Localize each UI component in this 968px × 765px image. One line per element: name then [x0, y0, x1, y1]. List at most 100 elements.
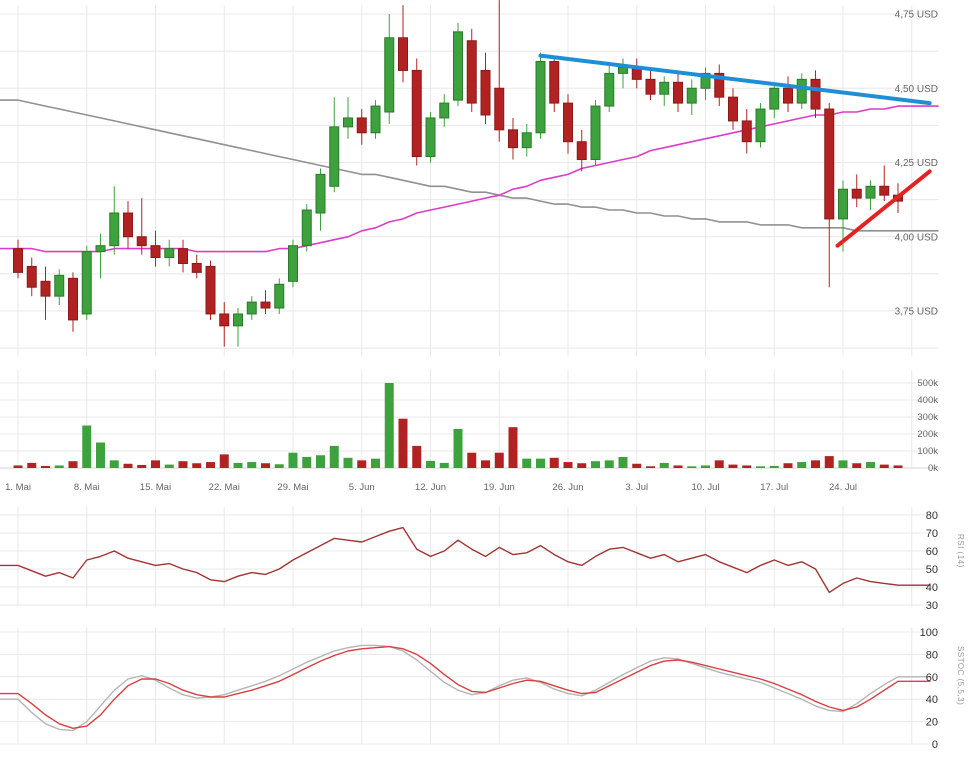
- candle-body: [728, 96, 738, 122]
- volume-bar: [302, 456, 312, 468]
- volume-tick-label: 500k: [917, 378, 938, 389]
- candle-body: [411, 69, 422, 158]
- candle-body: [535, 61, 546, 134]
- candle-body: [288, 245, 298, 282]
- date-label: 26. Jun: [552, 482, 583, 493]
- rsi-line: [0, 526, 931, 594]
- volume-bar: [41, 465, 50, 468]
- price-tick-label: 4,00 USD: [895, 232, 938, 243]
- volume-bar: [701, 465, 710, 468]
- volume-bar: [68, 461, 78, 468]
- volume-bar: [797, 462, 807, 468]
- volume-bar: [261, 463, 270, 468]
- volume-bar: [577, 463, 587, 468]
- candle-body: [714, 72, 725, 98]
- candle-body: [783, 87, 793, 104]
- candle-body: [274, 283, 285, 309]
- volume-tick-label: 200k: [917, 429, 938, 440]
- rsi-tick-label: 60: [926, 546, 938, 558]
- candle-body: [769, 87, 780, 110]
- candle-body: [54, 274, 65, 297]
- price-tick-label: 4,25 USD: [895, 158, 938, 169]
- candle-body: [260, 301, 271, 309]
- volume-bar: [206, 462, 215, 468]
- volume-bar: [714, 460, 724, 468]
- volume-bar: [109, 460, 119, 468]
- candle-body: [109, 212, 120, 247]
- volume-bar: [357, 460, 367, 468]
- stoch-slow-d-line: [0, 645, 931, 729]
- candle-body: [824, 108, 835, 220]
- candle-body: [425, 117, 436, 158]
- date-label: 10. Jul: [692, 482, 720, 493]
- volume-bar: [288, 452, 298, 468]
- rsi-tick-label: 50: [926, 564, 938, 576]
- volume-bar: [783, 463, 793, 468]
- date-label: 22. Mai: [209, 482, 240, 493]
- rsi-tick-label: 70: [926, 528, 938, 540]
- volume-bar: [371, 458, 380, 468]
- volume-bar: [316, 455, 325, 468]
- candle-body: [865, 185, 876, 199]
- volume-bar: [632, 463, 642, 468]
- candle-body: [315, 173, 326, 214]
- volume-bar: [618, 456, 628, 468]
- volume-bar: [673, 465, 683, 468]
- date-label: 3. Jul: [625, 482, 648, 493]
- volume-bar: [659, 462, 669, 468]
- volume-bar: [384, 383, 394, 468]
- stoch-axis-title: SSTOC (5,5,3): [956, 646, 965, 706]
- stoch-tick-label: 60: [926, 672, 938, 684]
- candle-body: [95, 245, 106, 253]
- candle-body: [521, 132, 532, 149]
- volume-bar: [536, 458, 545, 468]
- stoch-tick-label: 40: [926, 694, 938, 706]
- volume-bar: [329, 445, 339, 468]
- price-tick-label: 4,50 USD: [895, 84, 938, 95]
- volume-tick-label: 400k: [917, 395, 938, 406]
- trendline-resistance: [538, 53, 932, 106]
- volume-bar: [398, 418, 408, 468]
- candle-body: [233, 313, 243, 327]
- volume-bar: [604, 460, 614, 468]
- date-label: 24. Jul: [829, 482, 857, 493]
- rsi-axis-title: RSI (14): [956, 534, 965, 568]
- volume-bar: [852, 463, 862, 468]
- volume-bar: [563, 462, 573, 468]
- volume-bar: [728, 464, 738, 468]
- stoch-slow-k-line: [0, 644, 931, 732]
- volume-bar: [646, 466, 655, 468]
- candle-body: [439, 102, 450, 119]
- candle-body: [686, 87, 697, 104]
- volume-bar: [96, 442, 105, 468]
- volume-bar: [549, 457, 559, 468]
- volume-bar: [481, 460, 490, 468]
- candle-body: [618, 66, 628, 74]
- date-label: 8. Mai: [74, 482, 100, 493]
- volume-bar: [453, 428, 463, 468]
- candle-body: [590, 105, 601, 161]
- volume-bar: [811, 460, 820, 468]
- volume-bar: [123, 463, 133, 468]
- trendline-support: [835, 169, 932, 248]
- volume-bar: [426, 460, 435, 468]
- date-label: 1. Mai: [5, 482, 31, 493]
- candle-body: [398, 37, 408, 71]
- candle-body: [810, 78, 821, 110]
- volume-bar: [178, 461, 188, 468]
- candle-body: [343, 117, 353, 128]
- candle-body: [494, 87, 505, 131]
- candle-body: [370, 105, 381, 134]
- rsi-tick-label: 40: [926, 582, 938, 594]
- volume-bar: [82, 425, 92, 468]
- volume-bar: [467, 452, 477, 468]
- candle-body: [301, 209, 312, 247]
- candle-body: [26, 265, 37, 288]
- candle-body: [13, 248, 23, 273]
- volume-bar: [879, 464, 889, 468]
- volume-bar: [343, 457, 353, 468]
- volume-tick-label: 0k: [928, 463, 938, 474]
- candle-body: [150, 245, 161, 259]
